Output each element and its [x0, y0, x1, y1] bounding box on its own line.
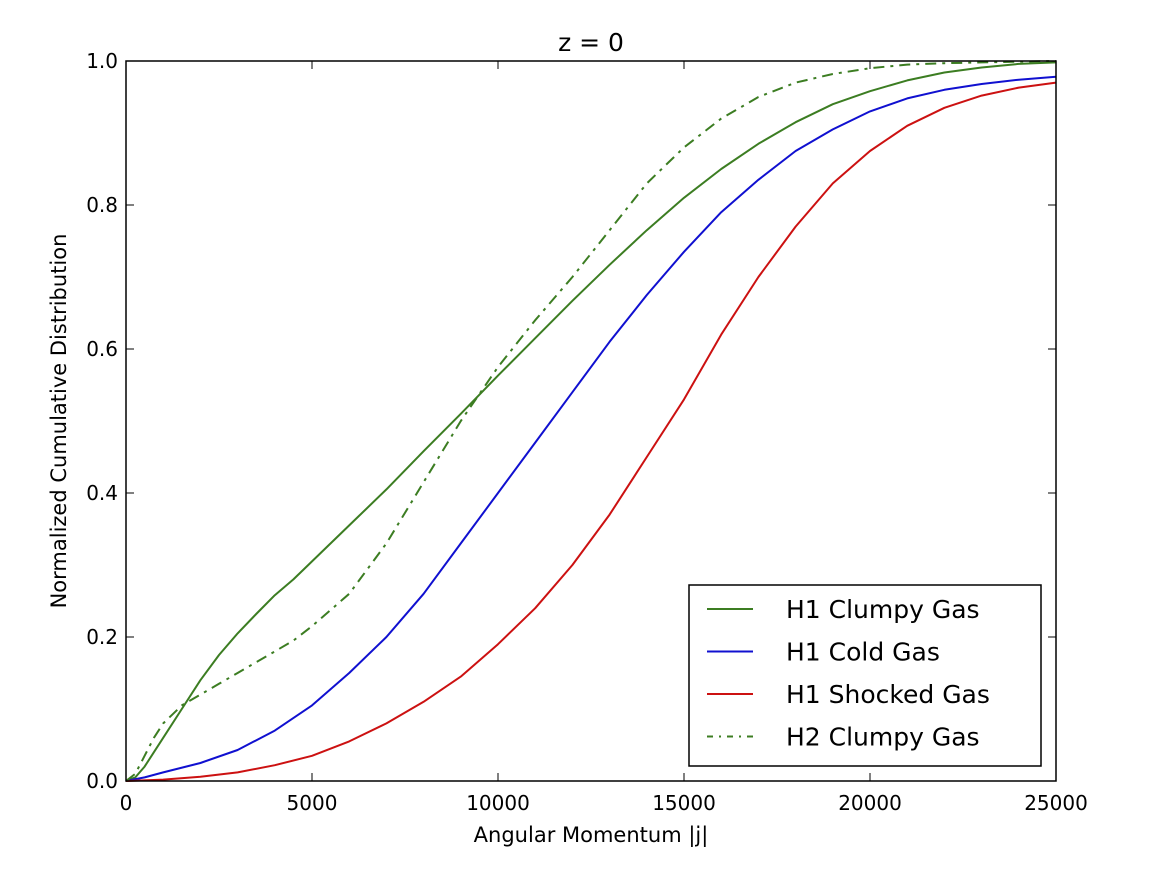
series-line-1 [125, 61, 1057, 782]
y-tick-label: 1.0 [86, 49, 118, 73]
y-axis-title: Normalized Cumulative Distribution [47, 234, 71, 609]
x-tick-label: 10000 [466, 791, 530, 815]
legend-label-4: H2 Clumpy Gas [786, 723, 980, 752]
plot-frame [125, 60, 1057, 782]
series-line-2 [125, 75, 1057, 782]
y-tick-label: 0.2 [86, 625, 118, 649]
axis-tick-labels: 0 5000 10000 15000 20000 25000 0.0 0.2 0.4 0.6 0.8… [86, 49, 1088, 815]
x-tick-label: 25000 [1024, 791, 1088, 815]
legend-label-2: H1 Cold Gas [786, 638, 940, 667]
x-tick-label: 20000 [838, 791, 902, 815]
legend: H1 Clumpy Gas H1 Cold Gas H1 Shocked Gas H2… [688, 584, 1042, 767]
axis-ticks [125, 60, 1057, 782]
y-tick-label: 0.4 [86, 481, 118, 505]
x-axis-title: Angular Momentum |j| [474, 823, 709, 848]
y-tick-label: 0.6 [86, 337, 118, 361]
y-tick-label: 0.0 [86, 769, 118, 793]
x-tick-label: 15000 [652, 791, 716, 815]
x-tick-label: 0 [120, 791, 133, 815]
plot-lines [125, 60, 1057, 782]
legend-box [688, 584, 1042, 767]
series-line-4 [125, 60, 1057, 782]
y-tick-label: 0.8 [86, 193, 118, 217]
series-line-3 [125, 81, 1057, 782]
chart-title: z = 0 [558, 28, 624, 57]
legend-label-1: H1 Clumpy Gas [786, 595, 980, 624]
x-tick-label: 5000 [287, 791, 338, 815]
legend-label-3: H1 Shocked Gas [786, 680, 990, 709]
